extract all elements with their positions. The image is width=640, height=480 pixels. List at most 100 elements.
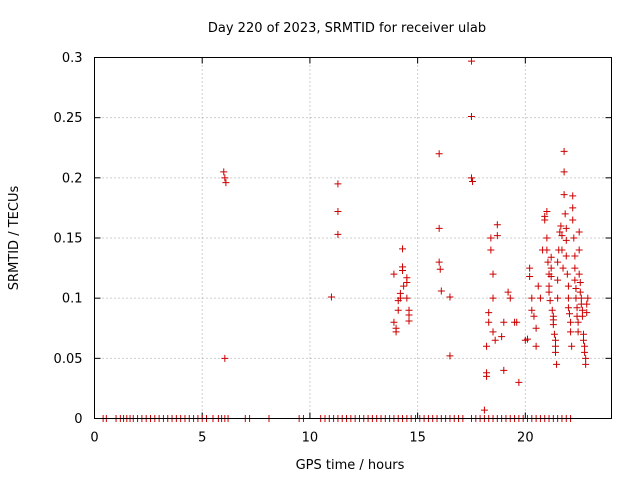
data-point — [561, 210, 569, 218]
data-point — [546, 297, 554, 305]
data-point — [581, 342, 589, 350]
data-point — [564, 304, 572, 312]
data-point — [560, 168, 568, 176]
data-point — [549, 321, 557, 329]
data-point — [559, 264, 567, 272]
data-point — [548, 306, 556, 314]
data-point — [547, 273, 555, 281]
data-point — [400, 282, 408, 290]
data-point — [575, 228, 583, 236]
data-point — [575, 246, 583, 254]
data-point — [547, 253, 555, 261]
data-point — [500, 318, 508, 326]
data-point — [558, 246, 566, 254]
data-point — [532, 324, 540, 332]
data-point — [467, 57, 475, 65]
data-point — [491, 336, 499, 344]
data-point — [437, 287, 445, 295]
chart-title: Day 220 of 2023, SRMTID for receiver ula… — [208, 21, 486, 36]
data-point — [220, 168, 228, 176]
data-point — [221, 354, 229, 362]
data-point — [570, 234, 578, 242]
data-point — [571, 264, 579, 272]
data-point — [572, 285, 580, 293]
data-point — [487, 246, 495, 254]
data-point — [446, 293, 454, 301]
data-point — [435, 258, 443, 266]
data-point — [396, 294, 404, 302]
data-point — [528, 294, 536, 302]
data-point — [489, 294, 497, 302]
data-point — [487, 234, 495, 242]
data-point — [564, 294, 572, 302]
data-point — [467, 112, 475, 120]
data-point — [576, 279, 584, 287]
data-point — [569, 192, 577, 200]
data-point — [581, 348, 589, 356]
data-point — [562, 224, 570, 232]
data-point — [493, 232, 501, 240]
data-point — [334, 180, 342, 188]
data-point — [485, 309, 493, 317]
data-point — [567, 328, 575, 336]
data-point — [556, 228, 564, 236]
data-points — [99, 57, 592, 422]
x-tick-label: 5 — [198, 431, 206, 446]
data-point — [436, 265, 444, 273]
y-tick-label: 0.2 — [62, 171, 83, 186]
data-point — [567, 318, 575, 326]
data-point — [532, 342, 540, 350]
data-point — [334, 208, 342, 216]
data-point — [543, 234, 551, 242]
data-point — [560, 191, 568, 199]
data-point — [483, 342, 491, 350]
data-point — [523, 335, 531, 343]
data-point — [526, 273, 534, 281]
series-srmtid — [99, 57, 592, 422]
x-tick-label: 0 — [90, 431, 98, 446]
grid — [94, 57, 612, 419]
y-tick-label: 0.1 — [62, 292, 83, 307]
data-point — [221, 174, 229, 182]
data-point — [557, 222, 565, 230]
x-tick-label: 10 — [302, 431, 319, 446]
data-point — [558, 232, 566, 240]
data-point — [551, 348, 559, 356]
data-point — [446, 352, 454, 360]
data-point — [435, 224, 443, 232]
y-axis-label: SRMTID / TECUs — [7, 186, 22, 291]
data-point — [526, 264, 534, 272]
data-point — [569, 216, 577, 224]
data-point — [390, 318, 398, 326]
data-point — [551, 342, 559, 350]
data-point — [530, 312, 538, 320]
data-point — [554, 258, 562, 266]
data-point — [480, 406, 488, 414]
data-point — [582, 354, 590, 362]
data-point — [563, 270, 571, 278]
data-point — [574, 318, 582, 326]
data-point — [392, 324, 400, 332]
data-point — [435, 150, 443, 158]
y-tick-label: 0.15 — [54, 232, 83, 247]
data-point — [544, 258, 552, 266]
plot-frame — [94, 57, 612, 419]
data-point — [327, 293, 335, 301]
data-point — [543, 208, 551, 216]
data-point — [534, 282, 542, 290]
data-point — [577, 294, 585, 302]
data-point — [394, 306, 402, 314]
axis-ticks: 0 0.05 0.1 0.15 0.2 0.25 0.3 0 5 10 15 20 — [54, 51, 612, 446]
y-tick-label: 0.05 — [54, 352, 83, 367]
data-point — [545, 282, 553, 290]
x-tick-label: 15 — [409, 431, 426, 446]
data-point — [515, 378, 523, 386]
data-point — [489, 270, 497, 278]
data-point — [547, 264, 555, 272]
data-point — [403, 274, 411, 282]
data-point — [575, 270, 583, 278]
data-point — [528, 306, 536, 314]
data-point — [551, 336, 559, 344]
